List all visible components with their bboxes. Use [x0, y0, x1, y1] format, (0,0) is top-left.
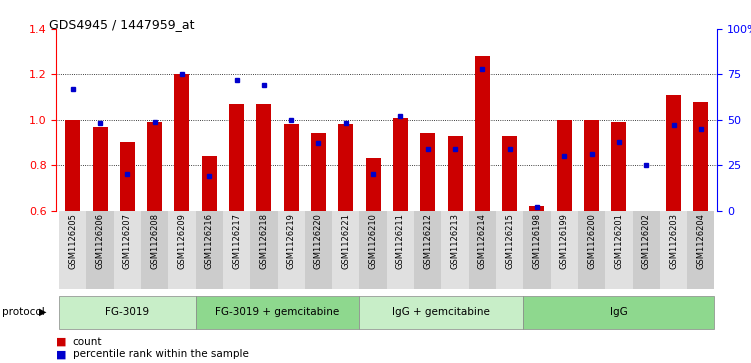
Bar [387, 211, 414, 289]
Bar [632, 211, 660, 289]
Text: count: count [73, 337, 102, 347]
Bar [147, 122, 162, 211]
Bar [338, 124, 353, 211]
Text: percentile rank within the sample: percentile rank within the sample [73, 349, 249, 359]
Text: protocol: protocol [2, 307, 44, 317]
Text: GSM1126202: GSM1126202 [641, 213, 650, 269]
Bar [278, 211, 305, 289]
Bar [529, 206, 544, 211]
Bar [229, 104, 244, 211]
Text: GSM1126207: GSM1126207 [123, 213, 132, 269]
Bar [113, 211, 141, 289]
Bar [141, 211, 168, 289]
Text: GSM1126203: GSM1126203 [669, 213, 678, 269]
Text: ■: ■ [56, 349, 67, 359]
Bar [360, 296, 523, 329]
Bar [250, 211, 278, 289]
Text: GSM1126199: GSM1126199 [559, 213, 569, 269]
Bar [584, 120, 599, 211]
Bar [256, 104, 271, 211]
Bar [556, 120, 572, 211]
Bar [421, 133, 436, 211]
Bar [65, 120, 80, 211]
Text: GSM1126214: GSM1126214 [478, 213, 487, 269]
Bar [523, 296, 714, 329]
Text: IgG: IgG [610, 307, 628, 317]
Text: GSM1126208: GSM1126208 [150, 213, 159, 269]
Text: GSM1126209: GSM1126209 [177, 213, 186, 269]
Text: IgG + gemcitabine: IgG + gemcitabine [393, 307, 490, 317]
Bar [174, 74, 189, 211]
Bar [311, 133, 326, 211]
Bar [332, 211, 360, 289]
Bar [611, 122, 626, 211]
Text: GSM1126211: GSM1126211 [396, 213, 405, 269]
Text: GSM1126221: GSM1126221 [341, 213, 350, 269]
Bar [448, 136, 463, 211]
Bar [442, 211, 469, 289]
Bar [393, 118, 408, 211]
Text: GSM1126215: GSM1126215 [505, 213, 514, 269]
Text: GDS4945 / 1447959_at: GDS4945 / 1447959_at [49, 18, 195, 31]
Bar [366, 158, 381, 211]
Bar [578, 211, 605, 289]
Text: GSM1126200: GSM1126200 [587, 213, 596, 269]
Bar [195, 211, 223, 289]
Bar [660, 211, 687, 289]
Bar [305, 211, 332, 289]
Bar [605, 211, 632, 289]
Bar [687, 211, 714, 289]
Bar [666, 95, 681, 211]
Bar [469, 211, 496, 289]
Bar [638, 211, 653, 233]
Bar [59, 211, 86, 289]
Bar [693, 102, 708, 211]
Bar [59, 296, 195, 329]
Bar [523, 211, 550, 289]
Bar [202, 156, 217, 211]
Text: GSM1126204: GSM1126204 [696, 213, 705, 269]
Text: FG-3019 + gemcitabine: FG-3019 + gemcitabine [216, 307, 339, 317]
Bar [496, 211, 523, 289]
Text: GSM1126198: GSM1126198 [532, 213, 541, 269]
Text: GSM1126205: GSM1126205 [68, 213, 77, 269]
Bar [168, 211, 195, 289]
Bar [120, 142, 135, 211]
Text: GSM1126201: GSM1126201 [614, 213, 623, 269]
Bar [475, 56, 490, 211]
Text: GSM1126210: GSM1126210 [369, 213, 378, 269]
Text: GSM1126218: GSM1126218 [259, 213, 268, 269]
Text: GSM1126213: GSM1126213 [451, 213, 460, 269]
Bar [86, 211, 113, 289]
Text: GSM1126220: GSM1126220 [314, 213, 323, 269]
Bar [550, 211, 578, 289]
Text: GSM1126219: GSM1126219 [287, 213, 296, 269]
Text: GSM1126216: GSM1126216 [205, 213, 214, 269]
Text: ▶: ▶ [39, 307, 47, 317]
Text: ■: ■ [56, 337, 67, 347]
Bar [223, 211, 250, 289]
Bar [360, 211, 387, 289]
Bar [92, 127, 107, 211]
Text: GSM1126206: GSM1126206 [95, 213, 104, 269]
Text: FG-3019: FG-3019 [105, 307, 149, 317]
Bar [414, 211, 442, 289]
Text: GSM1126212: GSM1126212 [424, 213, 433, 269]
Text: GSM1126217: GSM1126217 [232, 213, 241, 269]
Bar [502, 136, 517, 211]
Bar [284, 124, 299, 211]
Bar [195, 296, 360, 329]
